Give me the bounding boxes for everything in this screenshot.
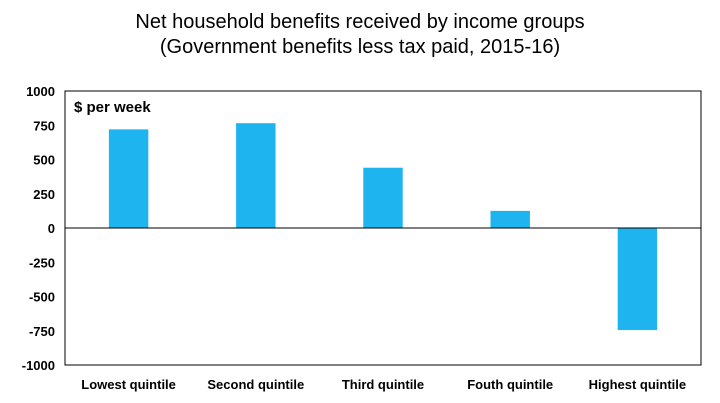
bar: [617, 228, 658, 331]
y-unit-label: $ per week: [74, 99, 151, 116]
x-tick-label: Highest quintile: [589, 377, 687, 392]
x-tick-label: Fouth quintile: [467, 377, 553, 392]
y-tick-label: -750: [29, 324, 55, 339]
x-tick-label: Third quintile: [342, 377, 424, 392]
chart-title: Net household benefits received by incom…: [135, 11, 585, 33]
y-tick-label: 0: [48, 221, 55, 236]
x-tick-label: Lowest quintile: [81, 377, 176, 392]
y-tick-label: 750: [33, 118, 55, 133]
bar: [236, 123, 276, 228]
x-tick-label: Second quintile: [207, 377, 304, 392]
y-tick-label: 500: [33, 153, 55, 168]
bar: [490, 210, 530, 228]
y-tick-label: -500: [29, 290, 55, 305]
y-axis: 1000 750 500 250 0 -250 -500 -750 -1000: [22, 84, 55, 373]
bar: [363, 167, 403, 228]
chart-subtitle: (Government benefits less tax paid, 2015…: [159, 36, 561, 58]
y-tick-label: -1000: [22, 358, 55, 373]
y-tick-label: -250: [29, 255, 55, 270]
bar: [108, 129, 149, 228]
x-axis: Lowest quintile Second quintile Third quin…: [81, 377, 686, 392]
chart-title-block: Net household benefits received by incom…: [0, 10, 720, 60]
bars-group: [108, 123, 658, 331]
y-tick-label: 1000: [26, 84, 55, 99]
y-tick-label: 250: [33, 187, 55, 202]
